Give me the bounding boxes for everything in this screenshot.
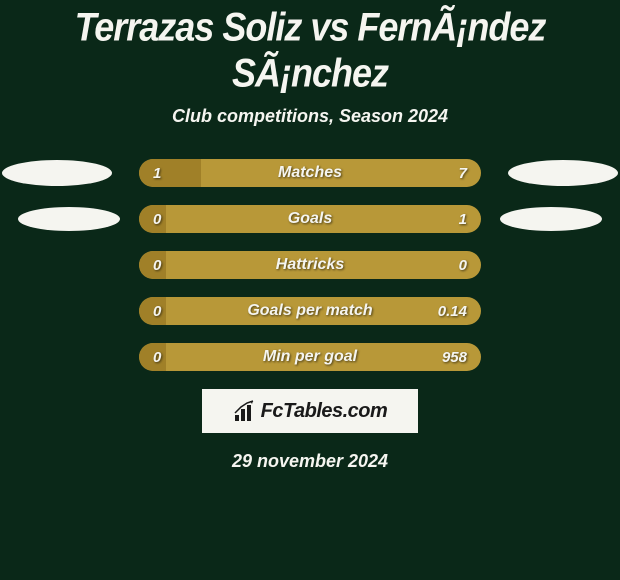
- date-text: 29 november 2024: [0, 451, 620, 472]
- stat-bar: 0 Goals 1: [139, 205, 481, 233]
- stat-row: 0 Hattricks 0: [0, 251, 620, 279]
- player-right-ellipse: [500, 207, 602, 231]
- stat-right-value: 1: [459, 211, 467, 228]
- stat-left-value: 0: [153, 303, 161, 320]
- stat-left-value: 0: [153, 349, 161, 366]
- stat-bar-fill: [139, 159, 201, 187]
- stat-right-value: 0.14: [438, 303, 467, 320]
- stat-right-value: 958: [442, 349, 467, 366]
- player-left-ellipse: [18, 207, 120, 231]
- stat-label: Matches: [278, 164, 342, 182]
- comparison-chart: 1 Matches 7 0 Goals 1 0 Hattricks 0 0 Go…: [0, 159, 620, 371]
- stat-row: 0 Min per goal 958: [0, 343, 620, 371]
- stat-bar: 0 Goals per match 0.14: [139, 297, 481, 325]
- stat-bar: 0 Hattricks 0: [139, 251, 481, 279]
- stat-bar: 0 Min per goal 958: [139, 343, 481, 371]
- stat-bar: 1 Matches 7: [139, 159, 481, 187]
- stat-row: 1 Matches 7: [0, 159, 620, 187]
- logo-text: FcTables.com: [261, 400, 388, 423]
- stat-right-value: 7: [459, 165, 467, 182]
- logo-box: FcTables.com: [202, 389, 418, 433]
- page-title: Terrazas Soliz vs FernÃ¡ndez SÃ¡nchez: [0, 0, 620, 97]
- subtitle: Club competitions, Season 2024: [0, 106, 620, 127]
- player-right-ellipse: [508, 160, 618, 186]
- stat-label: Hattricks: [276, 256, 344, 274]
- stat-row: 0 Goals per match 0.14: [0, 297, 620, 325]
- stat-left-value: 1: [153, 165, 161, 182]
- player-left-ellipse: [2, 160, 112, 186]
- stat-row: 0 Goals 1: [0, 205, 620, 233]
- stat-label: Goals: [288, 210, 332, 228]
- stat-label: Goals per match: [247, 302, 372, 320]
- stat-right-value: 0: [459, 257, 467, 274]
- stat-left-value: 0: [153, 257, 161, 274]
- stat-label: Min per goal: [263, 348, 357, 366]
- stat-left-value: 0: [153, 211, 161, 228]
- chart-icon: [233, 399, 257, 423]
